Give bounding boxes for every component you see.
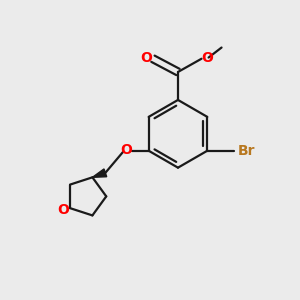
Text: O: O (120, 143, 132, 157)
Text: Br: Br (237, 144, 255, 158)
Text: O: O (58, 203, 70, 218)
Text: O: O (140, 50, 152, 64)
Text: O: O (202, 50, 213, 64)
Polygon shape (92, 169, 107, 177)
